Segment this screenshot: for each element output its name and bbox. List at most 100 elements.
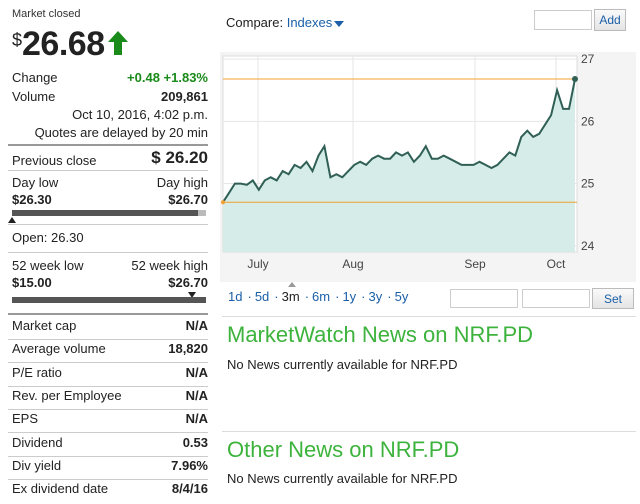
divider — [8, 144, 208, 146]
divider — [8, 455, 208, 457]
stat-label: Average volume — [12, 341, 106, 357]
x-tick-label: Aug — [342, 257, 363, 271]
wk52-low-label: 52 week low — [12, 258, 84, 273]
prev-close-label: Previous close — [12, 153, 97, 168]
stat-label: Rev. per Employee — [12, 387, 122, 403]
stat-row: Market cap N/A — [12, 318, 208, 333]
day-range-labels: Day low Day high — [12, 175, 208, 190]
stat-value: 7.96% — [171, 457, 208, 473]
wk52-labels: 52 week low 52 week high — [12, 258, 208, 273]
range-option-3y[interactable]: 3y — [368, 289, 383, 304]
divider — [8, 478, 208, 480]
y-tick-label: 27 — [581, 52, 595, 66]
wk52-high-value: $26.70 — [168, 275, 208, 290]
delay-note: Quotes are delayed by 20 min — [34, 125, 208, 140]
start-date-input[interactable] — [450, 289, 518, 308]
stat-value: N/A — [185, 387, 208, 403]
range-option-3m[interactable]: 3m — [281, 289, 300, 304]
change-label: Change — [12, 70, 58, 85]
day-low-value: $26.30 — [12, 192, 52, 207]
wk52-range-bar — [12, 297, 206, 303]
stat-row: EPS N/A — [12, 411, 208, 426]
market-status: Market closed — [12, 8, 81, 20]
divider — [8, 362, 208, 364]
divider — [8, 339, 208, 340]
range-separator: · — [247, 289, 252, 304]
range-selector: 1d · 5d · 3m · 6m · 1y · 3y · 5y — [228, 289, 410, 304]
stat-row: P/E ratio N/A — [12, 365, 208, 380]
stat-label: Div yield — [12, 457, 62, 473]
volume-label: Volume — [12, 89, 56, 104]
divider — [8, 432, 208, 434]
divider — [8, 385, 208, 387]
chart-svg: 27 26 25 24 July Aug Sep Oct — [221, 52, 595, 271]
stat-label: Market cap — [12, 318, 77, 333]
range-option-1d[interactable]: 1d — [228, 289, 243, 304]
prev-close-row: Previous close $ 26.20 — [12, 148, 208, 168]
stat-label: EPS — [12, 411, 39, 427]
other-news-empty: No News currently available for NRF.PD — [227, 471, 458, 486]
y-tick-label: 25 — [581, 177, 595, 191]
price-block: $ 26.68 — [12, 24, 129, 64]
day-high-label: Day high — [156, 175, 208, 190]
up-arrow-icon — [107, 30, 129, 59]
stat-row: Rev. per Employee N/A — [12, 388, 208, 403]
range-separator: · — [335, 289, 340, 304]
divider — [8, 313, 208, 315]
stat-value: 0.53 — [182, 434, 208, 450]
stat-row: Ex dividend date 8/4/16 — [12, 481, 208, 496]
x-tick-label: Sep — [464, 257, 486, 271]
stat-value: 8/4/16 — [171, 481, 208, 497]
compare-label: Compare: — [226, 15, 284, 30]
wk52-high-label: 52 week high — [131, 258, 208, 273]
series-line — [222, 78, 576, 203]
day-range-values: $26.30 $26.70 — [12, 192, 208, 207]
y-tick-label: 26 — [581, 114, 595, 128]
divider — [8, 170, 208, 171]
compare-symbol-input[interactable] — [534, 10, 592, 30]
series-area — [223, 79, 575, 252]
x-tick-label: July — [247, 257, 268, 271]
wk52-values: $15.00 $26.70 — [12, 275, 208, 290]
stat-row: Dividend 0.53 — [12, 435, 208, 450]
volume-value: 209,861 — [161, 89, 208, 104]
divider — [222, 431, 636, 432]
last-price: 26.68 — [22, 25, 105, 63]
add-button[interactable]: Add — [594, 9, 626, 31]
compare-dropdown[interactable]: Indexes — [287, 15, 345, 30]
end-date-input[interactable] — [522, 289, 590, 308]
wk52-marker — [188, 292, 196, 298]
stat-value: N/A — [185, 318, 208, 333]
stat-row: Average volume 18,820 — [12, 341, 208, 356]
compare-dropdown-value: Indexes — [286, 15, 333, 30]
day-range-bar — [12, 210, 206, 216]
stat-label: Ex dividend date — [12, 481, 109, 497]
range-option-6m[interactable]: 6m — [312, 289, 331, 304]
chevron-down-icon — [334, 20, 345, 27]
stat-row: Div yield 7.96% — [12, 458, 208, 473]
wk52-low-value: $15.00 — [12, 275, 52, 290]
y-tick-label: 24 — [581, 239, 595, 253]
range-option-1y[interactable]: 1y — [342, 289, 357, 304]
set-button[interactable]: Set — [592, 288, 634, 309]
marketwatch-news-title: MarketWatch News on NRF.PD — [227, 322, 534, 347]
range-option-5y[interactable]: 5y — [394, 289, 409, 304]
quote-timestamp: Oct 10, 2016, 4:02 p.m. — [72, 107, 208, 122]
prev-close-value: $ 26.20 — [151, 148, 208, 167]
marketwatch-news-empty: No News currently available for NRF.PD — [227, 357, 458, 372]
range-separator: · — [361, 289, 366, 304]
volume-row: Volume 209,861 — [12, 89, 208, 104]
other-news-title: Other News on NRF.PD — [227, 437, 460, 462]
range-separator: · — [304, 289, 310, 304]
day-low-label: Day low — [12, 175, 59, 190]
day-range-marker — [8, 217, 16, 223]
range-separator: · — [387, 289, 392, 304]
stat-label: P/E ratio — [12, 364, 62, 380]
divider — [222, 316, 636, 317]
stat-value: N/A — [185, 411, 208, 427]
range-option-5d[interactable]: 5d — [254, 289, 270, 304]
currency-symbol: $ — [12, 30, 23, 50]
divider — [8, 252, 208, 253]
price-chart: 27 26 25 24 July Aug Sep Oct — [220, 52, 636, 282]
change-value: +0.48 +1.83% — [127, 70, 208, 85]
